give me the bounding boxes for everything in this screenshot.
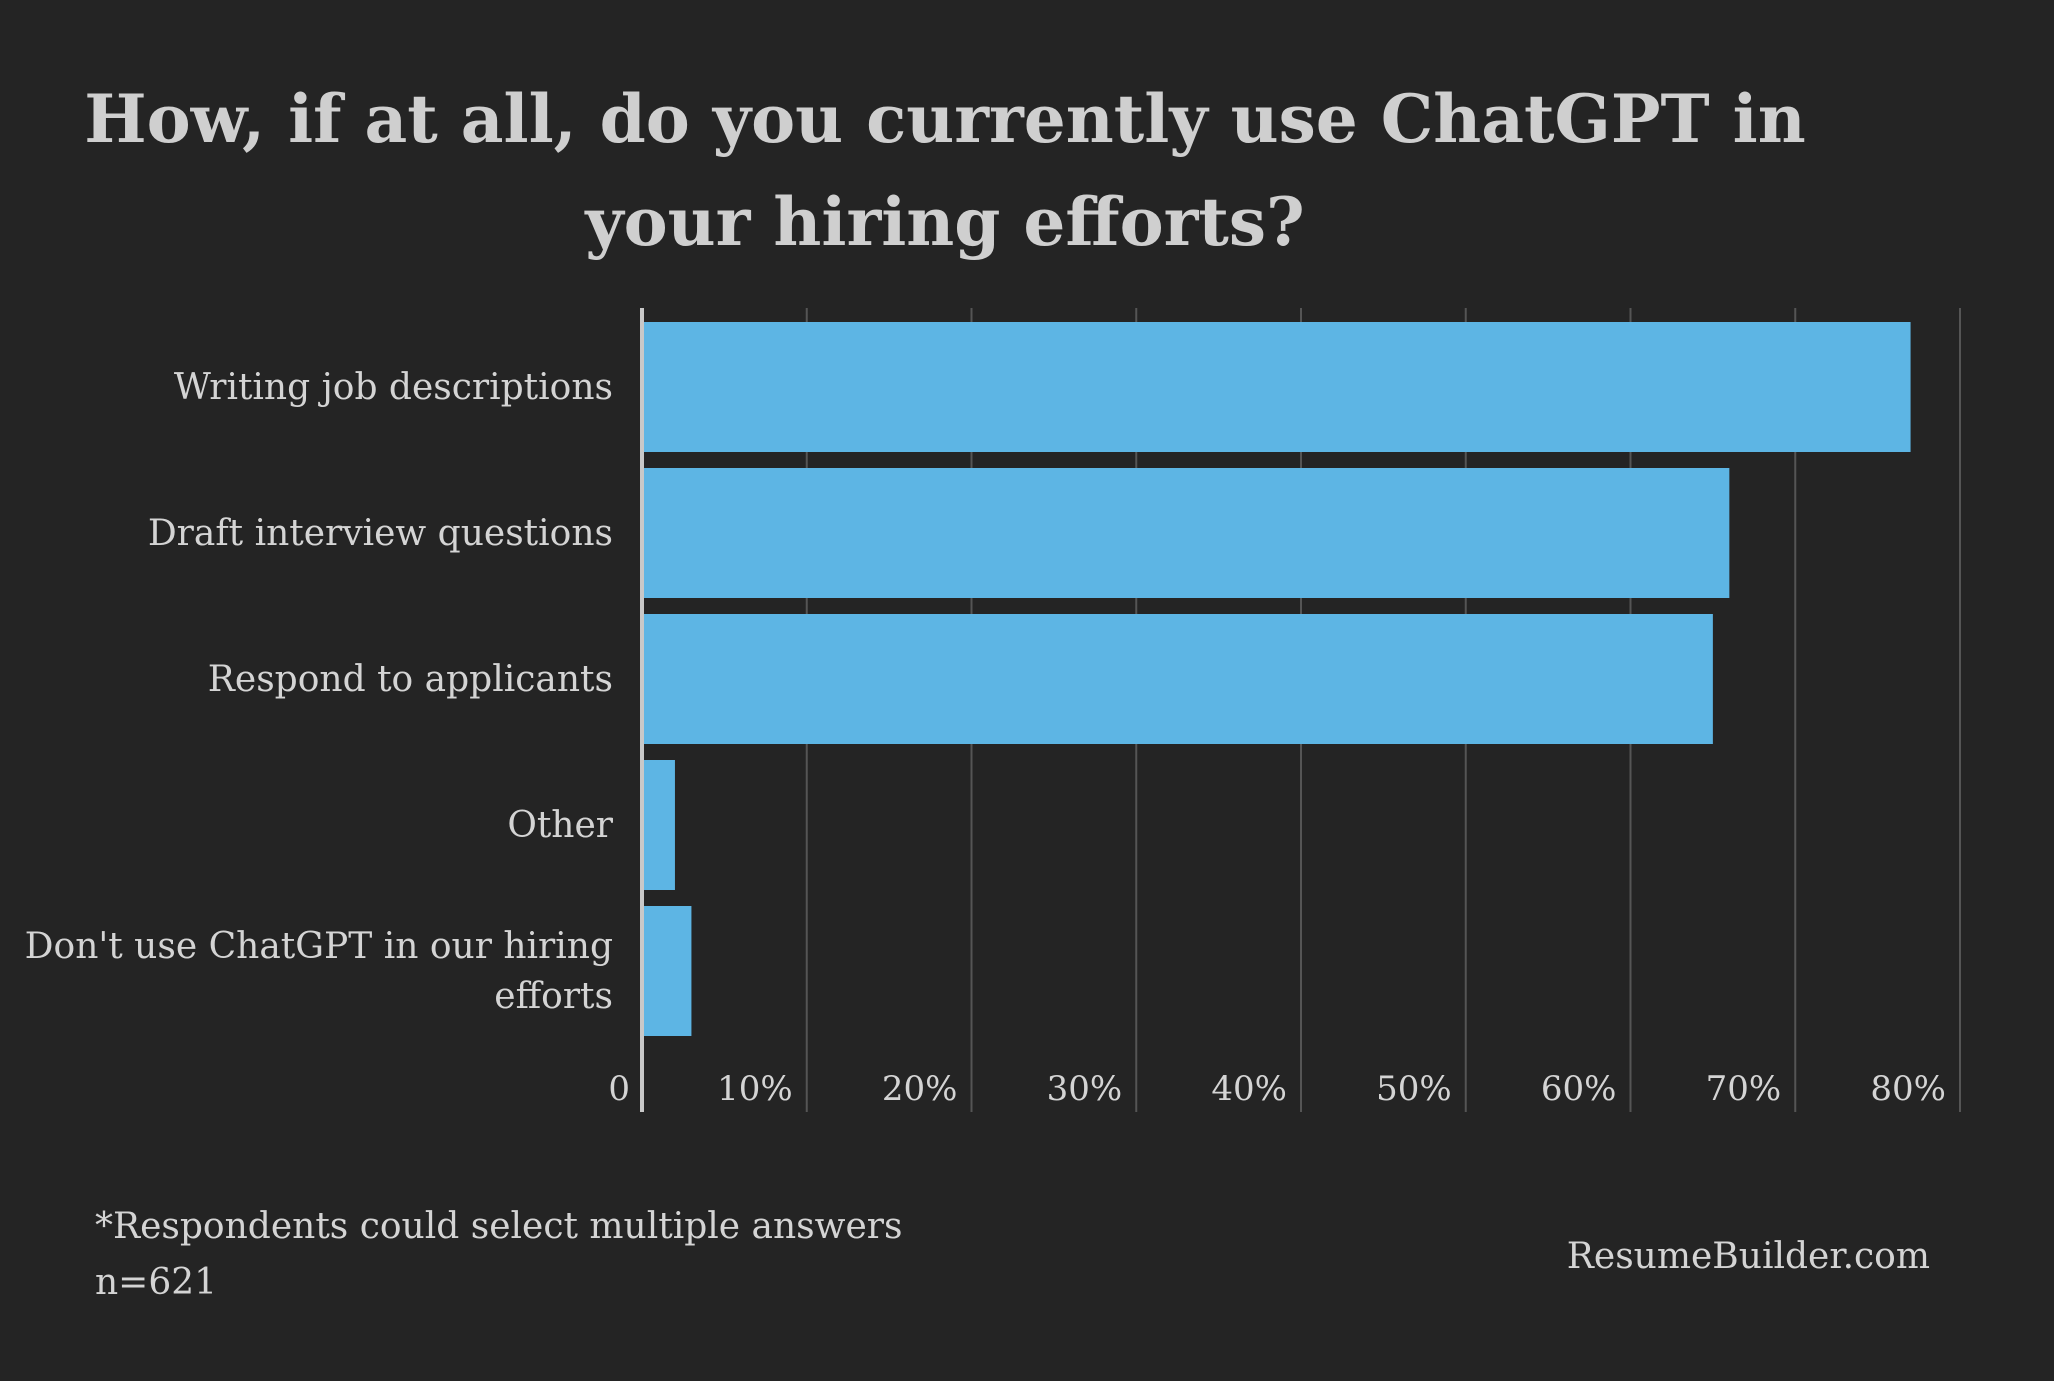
tick-label: 70% [1706,1069,1782,1109]
chart-title-line: your hiring efforts? [584,183,1304,261]
bar [644,322,1911,452]
tick-label: 10% [717,1069,793,1109]
tick-label: 40% [1211,1069,1287,1109]
source-credit: ResumeBuilder.com [1567,1236,1930,1277]
tick-label: 50% [1376,1069,1452,1109]
tick-label: 20% [882,1069,958,1109]
chart-title: How, if at all, do you currently use Cha… [84,80,1805,261]
tick-label: 0 [608,1069,630,1109]
x-axis-ticks: 0 10% 20% 30% 40% 50% 60% 70% 80% [608,1069,1946,1109]
footnote-sample-size: n=621 [95,1262,217,1303]
bar [644,614,1713,744]
category-label: Respond to applicants [208,659,613,700]
category-label: Draft interview questions [148,513,613,554]
footnote-multiple-answers: *Respondents could select multiple answe… [95,1206,902,1247]
category-label: efforts [494,976,613,1017]
tick-label: 80% [1870,1069,1946,1109]
bar [644,906,692,1036]
chart-title-line: How, if at all, do you currently use Cha… [84,80,1805,158]
bars [644,322,1911,1036]
category-label: Don't use ChatGPT in our hiring [25,926,613,967]
tick-label: 60% [1541,1069,1617,1109]
bar [644,468,1730,598]
tick-label: 30% [1047,1069,1123,1109]
category-labels: Writing job descriptions Draft interview … [25,367,614,1017]
category-label: Writing job descriptions [174,367,613,408]
bar [644,760,675,890]
category-label: Other [507,805,613,846]
